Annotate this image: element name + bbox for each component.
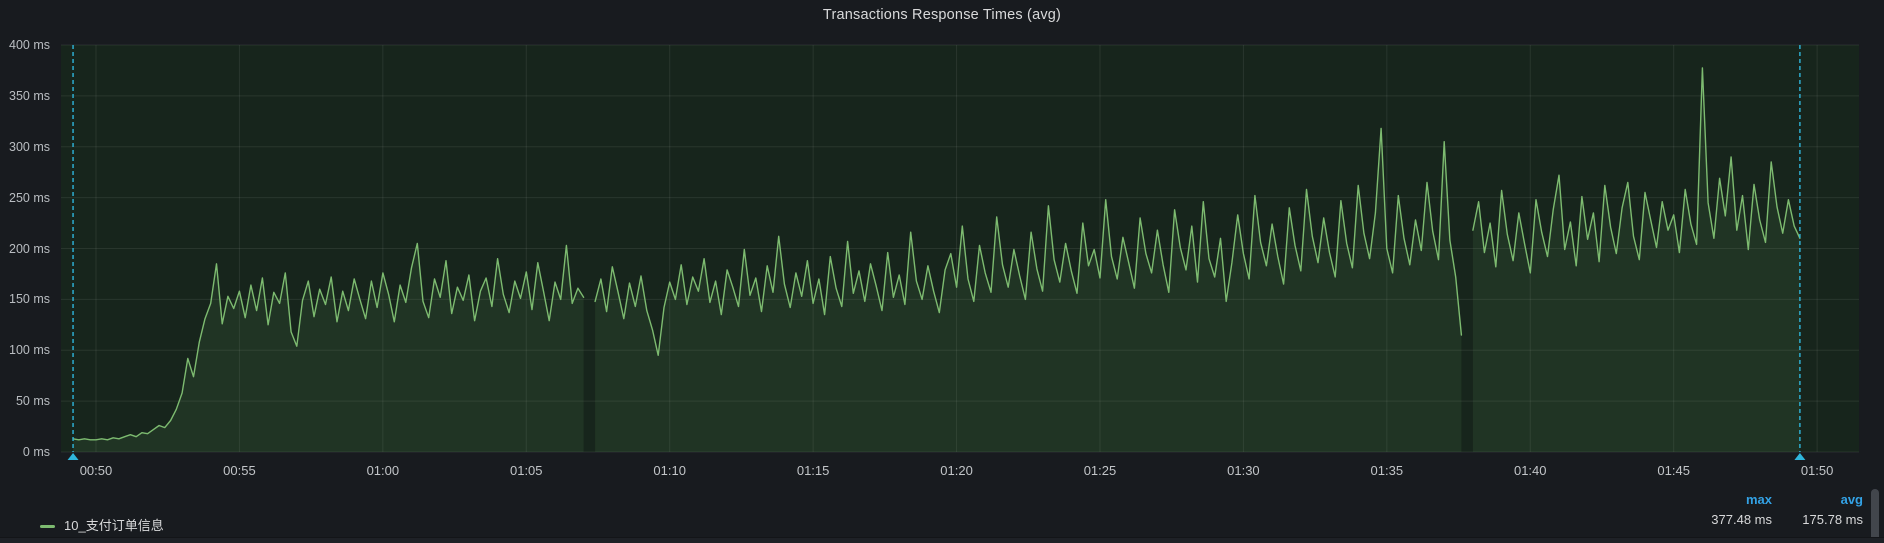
series-fill	[595, 128, 1462, 452]
legend-item[interactable]: 10_支付订单信息	[40, 517, 164, 535]
x-axis-tick-label: 01:25	[1083, 463, 1117, 478]
annotation-marker[interactable]	[67, 453, 79, 460]
series-legend-label[interactable]: 10_支付订单信息	[64, 518, 164, 533]
x-axis-tick-label: 00:50	[79, 463, 113, 478]
x-axis-tick-label: 01:15	[796, 463, 830, 478]
y-axis-tick-label: 400 ms	[9, 38, 50, 52]
x-axis-tick-label: 01:00	[366, 463, 400, 478]
y-axis-tick-label: 50 ms	[15, 394, 50, 409]
x-axis-tick-label: 00:55	[223, 463, 256, 478]
legend-stat-max: max 377.48 ms	[1711, 490, 1772, 531]
legend-scrollbar-thumb[interactable]	[1871, 489, 1879, 543]
y-axis-tick-label: 200 ms	[9, 241, 50, 256]
stat-header-max[interactable]: max	[1745, 492, 1772, 507]
panel-bottom-divider	[0, 537, 1884, 543]
x-axis-tick-label: 01:30	[1227, 463, 1260, 478]
panel-title[interactable]: Transactions Response Times (avg)	[822, 7, 1062, 23]
x-axis-tick-label: 01:50	[1800, 463, 1834, 478]
stat-value-max: 377.48 ms	[1711, 512, 1772, 527]
y-axis-tick-label: 350 ms	[9, 88, 50, 103]
y-axis-tick-label: 150 ms	[9, 292, 50, 307]
y-axis-tick-label: 0 ms	[22, 445, 50, 459]
x-axis-tick-label: 01:45	[1657, 463, 1690, 478]
stat-header-avg[interactable]: avg	[1840, 492, 1863, 507]
legend-stat-avg: avg 175.78 ms	[1802, 490, 1863, 531]
series-line	[1472, 67, 1801, 274]
series-line	[594, 127, 1463, 356]
x-axis-tick-label: 01:05	[509, 463, 543, 478]
x-axis-tick-label: 01:40	[1513, 463, 1547, 478]
series-line	[72, 242, 585, 441]
series-fill	[1472, 67, 1800, 453]
stat-value-avg: 175.78 ms	[1802, 512, 1863, 527]
x-axis-tick-label: 01:35	[1370, 463, 1404, 478]
y-axis-tick-label: 300 ms	[9, 139, 50, 154]
y-axis-tick-label: 250 ms	[9, 190, 50, 205]
y-axis-tick-label: 100 ms	[9, 343, 50, 358]
annotation-marker[interactable]	[1794, 453, 1806, 460]
x-axis-tick-label: 01:10	[653, 463, 686, 478]
x-axis-tick-label: 01:20	[940, 463, 973, 478]
series-color-swatch[interactable]	[40, 524, 55, 528]
